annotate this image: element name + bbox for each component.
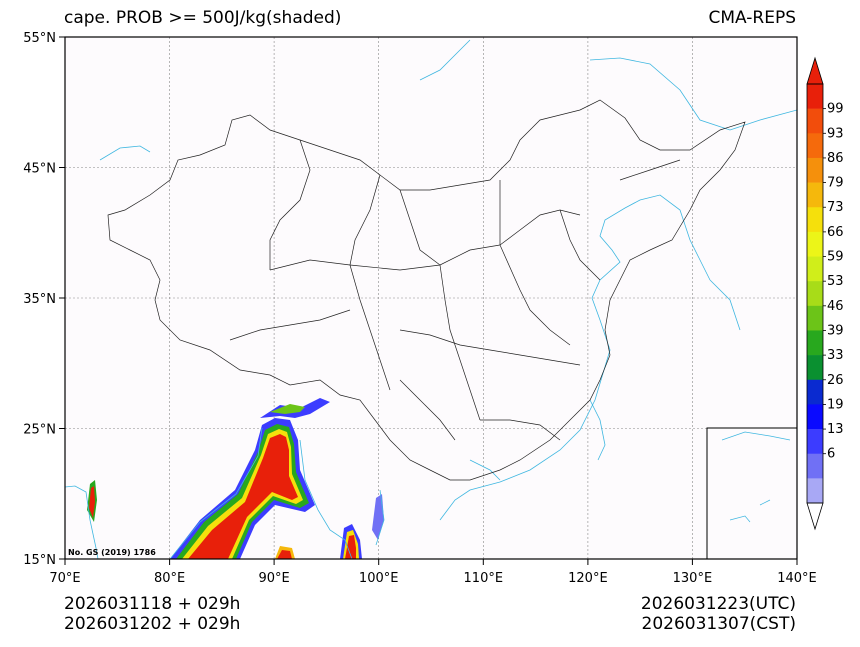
colorbar-label: 13	[827, 422, 844, 437]
model-name: CMA-REPS	[708, 8, 796, 28]
colorbar-swatch	[807, 453, 823, 479]
valid-time-utc: 2026031223(UTC)	[640, 594, 796, 614]
colorbar-swatch	[807, 478, 823, 504]
colorbar-label: 59	[827, 250, 844, 265]
colorbar-swatch	[807, 379, 823, 405]
colorbar-swatch	[807, 207, 823, 233]
init-time-block: 2026031118 + 029h 2026031202 + 029h	[64, 594, 240, 634]
map-credit: No. GS (2019) 1786	[68, 548, 156, 557]
colorbar: 99 93 86 79 73 66 59 53 46 39 33 26 19 13 6	[806, 56, 844, 531]
colorbar-label: 73	[827, 200, 844, 215]
colorbar-swatch	[807, 404, 823, 430]
init-time-utc: 2026031118 + 029h	[64, 594, 241, 614]
colorbar-swatch	[807, 330, 823, 356]
colorbar-label: 46	[827, 299, 844, 314]
valid-time-cst: 2026031307(CST)	[641, 614, 796, 634]
admin-borders	[107, 99, 746, 481]
lon-label: 80°E	[154, 571, 185, 586]
colorbar-swatch	[807, 182, 823, 208]
lat-label: 55°N	[23, 31, 56, 46]
inset-coast	[721, 431, 791, 523]
map-title: cape. PROB >= 500J/kg(shaded)	[64, 8, 342, 28]
valid-time-block: 2026031223(UTC) 2026031307(CST)	[641, 594, 796, 634]
colorbar-swatch	[807, 231, 823, 257]
lon-label: 110°E	[464, 571, 504, 586]
colorbar-frame	[806, 83, 824, 504]
lat-label: 15°N	[23, 553, 56, 568]
colorbar-swatch	[807, 281, 823, 307]
colorbar-extend-max	[806, 56, 824, 85]
colorbar-label: 79	[827, 176, 844, 191]
colorbar-swatch	[807, 157, 823, 183]
colorbar-swatch	[807, 305, 823, 331]
colorbar-swatch	[807, 256, 823, 282]
lon-label: 90°E	[258, 571, 289, 586]
colorbar-label: 93	[827, 126, 844, 141]
lat-label: 45°N	[23, 162, 56, 177]
tick-marks	[59, 36, 798, 565]
colorbar-label: 53	[827, 274, 844, 289]
colorbar-swatch	[807, 429, 823, 455]
colorbar-label: 33	[827, 348, 844, 363]
colorbar-extend-min	[806, 502, 824, 531]
lon-label: 120°E	[568, 571, 608, 586]
colorbar-label: 99	[827, 102, 844, 117]
colorbar-swatch	[807, 84, 823, 109]
lat-labels: 55°N 45°N 35°N 25°N 15°N	[23, 31, 56, 568]
lon-label: 70°E	[49, 571, 80, 586]
gridlines	[65, 37, 797, 559]
south-china-sea-inset	[706, 427, 798, 560]
colorbar-label: 66	[827, 225, 844, 240]
colorbar-label: 39	[827, 323, 844, 338]
lat-label: 25°N	[23, 423, 56, 438]
lon-label: 140°E	[777, 571, 817, 586]
lon-labels: 70°E 80°E 90°E 100°E 110°E 120°E 130°E 1…	[49, 571, 816, 586]
lat-label: 35°N	[23, 292, 56, 307]
colorbar-label: 86	[827, 151, 844, 166]
lon-label: 100°E	[359, 571, 399, 586]
lon-label: 130°E	[673, 571, 713, 586]
colorbar-label: 26	[827, 373, 844, 388]
init-time-cst: 2026031202 + 029h	[64, 614, 241, 634]
probability-shading	[87, 398, 384, 559]
colorbar-swatch	[807, 133, 823, 159]
colorbar-label: 6	[827, 447, 835, 462]
colorbar-swatch	[807, 355, 823, 381]
colorbar-swatch	[807, 108, 823, 134]
colorbar-label: 19	[827, 397, 844, 412]
